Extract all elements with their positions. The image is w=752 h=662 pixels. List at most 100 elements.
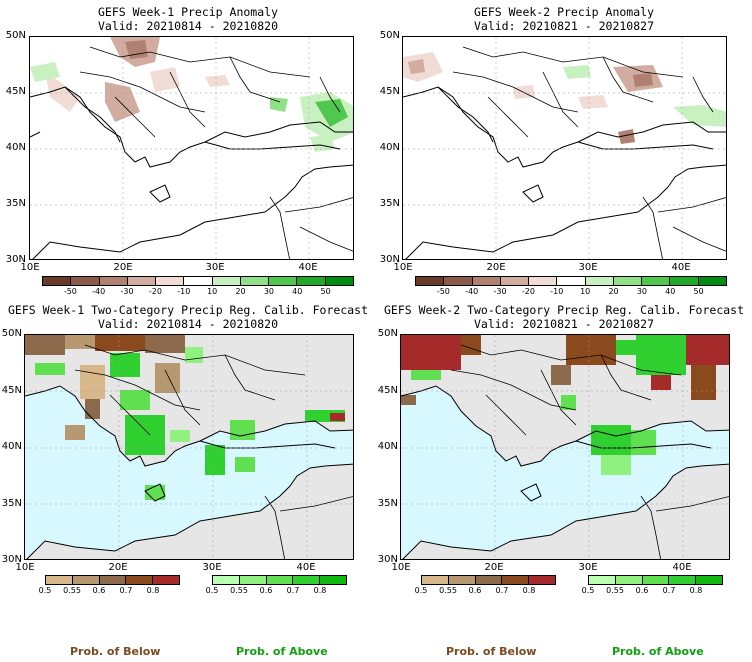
colorbar-swatch [642,277,671,285]
coastlines [401,385,729,559]
colorbar-swatch [500,277,530,285]
colorbar-swatch [325,277,353,285]
colorbar-label: 0.7 [662,586,676,595]
prob-above-label: Prob. of Above [612,645,704,658]
colorbar-label: 0.8 [522,586,536,595]
colorbar-swatch [153,576,179,584]
colorbar-label: 0.8 [313,586,327,595]
map-layer [401,335,729,559]
lat-label: 30N [5,254,26,265]
anomaly-map [29,36,354,260]
colorbar-label: -20 [148,287,162,296]
above-colorbar [588,575,723,585]
colorbar-label: 0.55 [606,586,624,595]
panel-subtitle: Valid: 20210814 - 20210820 [97,317,278,331]
panel-title: GEFS Week-2 Two-Category Precip Reg. Cal… [383,303,745,317]
lat-label: 35N [377,498,398,509]
borders [450,344,729,559]
lon-label: 10E [15,562,35,573]
lat-label: 40N [1,441,22,452]
lat-label: 30N [1,554,22,565]
lon-label: 40E [298,262,318,273]
lon-label: 40E [671,262,691,273]
probability-map [400,334,730,560]
sea [25,386,353,559]
colorbar-swatch [240,277,270,285]
colorbar-label: -20 [521,287,535,296]
lat-label: 50N [1,328,22,339]
colorbar-label: 0.6 [259,586,273,595]
colorbar-label: 40 [292,287,303,296]
colorbar-swatch [642,576,670,584]
colorbar-swatch [156,277,185,285]
colorbar-label: 0.7 [286,586,300,595]
above-colorbar [212,575,347,585]
lon-label: 10E [391,562,411,573]
lat-label: 35N [5,198,26,209]
sea [401,386,729,559]
colorbar-swatch [266,576,294,584]
panel-title: GEFS Week-2 Precip Anomaly [473,5,654,19]
lon-label: 10E [393,262,413,273]
lat-label: 35N [379,198,400,209]
colorbar-swatch [422,576,449,584]
colorbar-label: 10 [207,287,218,296]
below-colorbar [45,575,180,585]
colorbar-swatch [43,277,72,285]
colorbar-label: -10 [177,287,191,296]
colorbar-swatch [444,277,473,285]
colorbar-label: 0.5 [38,586,52,595]
colorbar-swatch [46,576,73,584]
anomaly-shading [403,52,726,144]
colorbar-label: 50 [320,287,331,296]
lon-label: 20E [484,562,504,573]
colorbar-swatch [269,277,298,285]
colorbar-swatch [448,576,476,584]
colorbar-swatch [698,277,726,285]
colorbar-swatch [669,576,697,584]
anomaly-map [402,36,727,260]
colorbar-label: -30 [493,287,507,296]
gridlines [30,37,353,259]
anomaly-shading [30,37,353,152]
colorbar-label: 30 [636,287,647,296]
probability-cells [401,335,729,475]
probability-map [24,334,354,560]
lon-label: 30E [205,262,225,273]
colorbar-label: 20 [235,287,246,296]
gridlines [401,335,729,559]
lat-label: 45N [379,86,400,97]
colorbar-swatch [585,277,614,285]
lat-label: 50N [379,30,400,41]
colorbar-swatch [213,576,240,584]
colorbar-label: 0.55 [230,586,248,595]
colorbar-swatch [71,277,100,285]
colorbar-swatch [99,277,128,285]
colorbar-swatch [239,576,267,584]
colorbar-swatch [557,277,586,285]
lon-label: 30E [578,262,598,273]
lat-label: 30N [377,554,398,565]
colorbar-swatch [475,576,503,584]
lat-label: 45N [377,385,398,396]
borders [79,46,353,259]
colorbar-swatch [502,576,530,584]
map-layer [403,37,726,259]
colorbar-swatch [613,277,643,285]
colorbar-swatch [127,277,157,285]
colorbar-label: 10 [580,287,591,296]
lat-label: 35N [1,498,22,509]
colorbar-swatch [589,576,616,584]
probability-cells [25,335,345,500]
gridlines [403,37,726,259]
anomaly-colorbar [415,276,727,286]
colorbar-swatch [529,277,558,285]
coastlines [30,86,353,259]
panel-week2-probability: GEFS Week-2 Two-Category Precip Reg. Cal… [376,298,752,598]
gridlines [25,335,353,559]
colorbar-swatch [615,576,643,584]
colorbar-label: 0.6 [635,586,649,595]
map-layer [25,335,353,559]
lat-label: 40N [377,441,398,452]
lat-label: 40N [5,142,26,153]
